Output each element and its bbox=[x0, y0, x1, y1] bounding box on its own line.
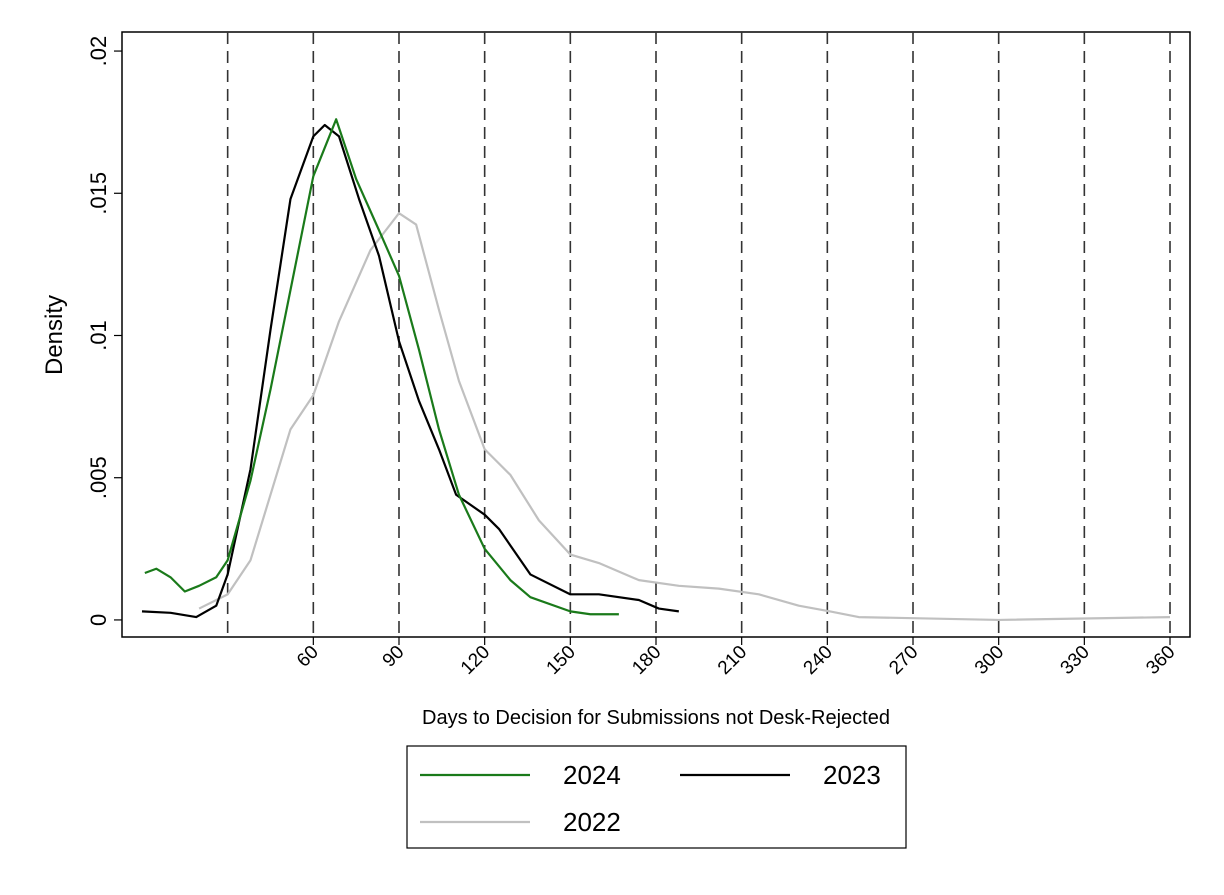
y-tick-label: .015 bbox=[86, 172, 111, 215]
x-tick-label: 180 bbox=[628, 642, 665, 679]
x-axis-label: Days to Decision for Submissions not Des… bbox=[422, 707, 890, 729]
y-tick-label: 0 bbox=[86, 614, 111, 626]
x-tick-label: 210 bbox=[714, 642, 751, 679]
x-tick-label: 60 bbox=[293, 642, 323, 672]
legend-label: 2023 bbox=[823, 760, 881, 790]
legend-box bbox=[406, 745, 907, 849]
y-tick-label: .02 bbox=[86, 36, 111, 67]
legend-label: 2022 bbox=[563, 807, 621, 837]
y-tick-label: .005 bbox=[86, 456, 111, 499]
x-tick-label: 300 bbox=[971, 642, 1008, 679]
x-tick-label: 120 bbox=[457, 642, 494, 679]
x-tick-label: 90 bbox=[379, 642, 409, 672]
x-tick-label: 330 bbox=[1057, 642, 1094, 679]
y-tick-label: .01 bbox=[86, 320, 111, 351]
series-line bbox=[198, 212, 1171, 622]
legend-label: 2024 bbox=[563, 760, 621, 790]
series-line bbox=[141, 123, 679, 619]
x-tick-label: 360 bbox=[1142, 642, 1179, 679]
series-line bbox=[144, 118, 619, 616]
y-axis-label: Density bbox=[41, 295, 68, 375]
x-tick-label: 150 bbox=[543, 642, 580, 679]
x-tick-label: 270 bbox=[885, 642, 922, 679]
x-tick-label: 240 bbox=[800, 642, 837, 679]
